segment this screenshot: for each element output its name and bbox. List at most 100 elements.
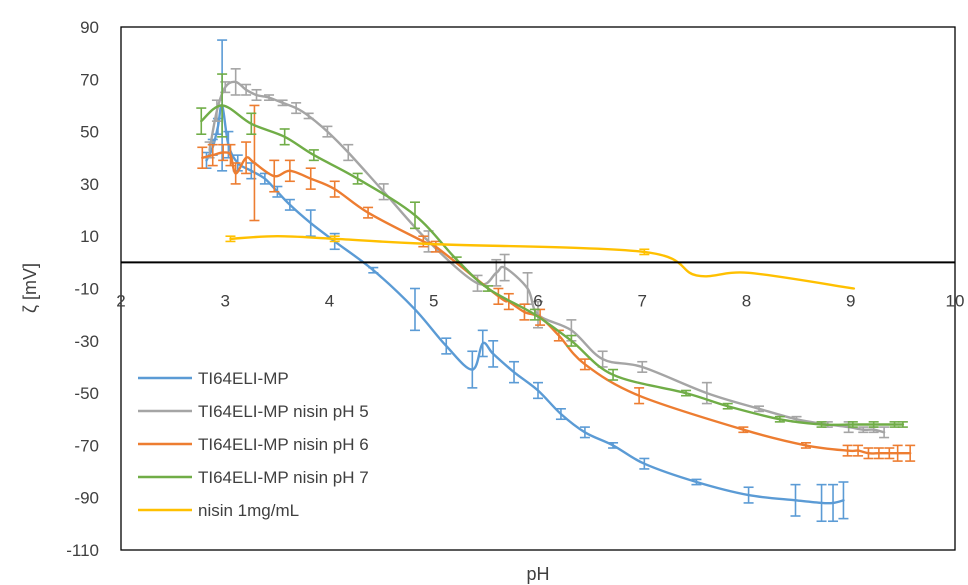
- error-bar: [196, 107, 207, 136]
- error-bar: [482, 285, 493, 292]
- legend: TI64ELI-MP TI64ELI-MP nisin pH 5 TI64ELI-M…: [138, 369, 369, 520]
- error-bar: [368, 266, 379, 274]
- error-bar: [863, 447, 874, 460]
- error-bar: [691, 478, 702, 486]
- series-line: [208, 80, 886, 434]
- y-tick-label: 70: [80, 70, 99, 89]
- x-tick-label: 9: [846, 291, 855, 310]
- error-bar: [441, 337, 452, 355]
- error-bar: [217, 73, 228, 138]
- error-bar: [889, 421, 900, 428]
- error-bar: [269, 159, 280, 193]
- error-bar: [828, 483, 839, 523]
- error-bar: [197, 146, 208, 170]
- error-bar: [681, 389, 692, 397]
- error-bar: [743, 486, 754, 504]
- y-tick-label: -10: [74, 280, 99, 299]
- y-tick-label: 50: [80, 123, 99, 142]
- error-bar: [529, 308, 540, 321]
- x-tick-label: 6: [533, 291, 542, 310]
- series-line: [229, 235, 856, 290]
- series-group: [197, 104, 916, 462]
- error-bar: [774, 415, 785, 423]
- legend-label: TI64ELI-MP: [198, 369, 289, 388]
- x-tick-labels: 2 3 4 5 6 7 8 9 10: [116, 291, 964, 310]
- x-tick-label: 7: [638, 291, 647, 310]
- x-tick-label: 3: [221, 291, 230, 310]
- error-bar: [790, 483, 801, 517]
- error-bar: [418, 235, 429, 248]
- y-tick-labels: -110 -90 -70 -50 -30 -10 10 30 50 70 90: [66, 18, 99, 560]
- error-bar: [207, 143, 218, 167]
- series-line: [200, 104, 905, 427]
- error-bar: [329, 235, 340, 243]
- error-bar: [608, 368, 619, 381]
- legend-item: TI64ELI-MP nisin pH 6: [138, 435, 369, 454]
- error-bar: [555, 407, 566, 421]
- error-bar: [533, 381, 543, 400]
- error-bar: [305, 167, 316, 190]
- y-axis-title: ζ [mV]: [20, 263, 40, 313]
- legend-item: nisin 1mg/mL: [138, 501, 299, 520]
- error-bar: [579, 358, 590, 371]
- error-bar: [284, 198, 295, 211]
- error-bar: [499, 253, 510, 282]
- error-bar: [409, 287, 420, 332]
- y-tick-label: -50: [74, 384, 99, 403]
- error-bar: [303, 112, 314, 120]
- error-bar: [488, 339, 499, 368]
- error-bar: [363, 206, 374, 219]
- error-bar: [853, 444, 864, 457]
- y-tick-label: 90: [80, 18, 99, 37]
- error-bar: [639, 457, 650, 470]
- error-bar: [884, 447, 895, 460]
- error-bar: [279, 128, 290, 146]
- error-bar: [722, 402, 733, 410]
- error-bar: [905, 444, 916, 462]
- error-bar: [477, 329, 488, 358]
- error-bar: [493, 287, 504, 305]
- error-bar: [579, 426, 590, 439]
- x-axis-title: pH: [526, 564, 549, 584]
- error-bar: [322, 125, 333, 138]
- error-bar: [639, 248, 650, 256]
- x-tick-label: 4: [325, 291, 334, 310]
- error-bar: [879, 426, 890, 439]
- error-bar: [352, 172, 363, 185]
- error-bar: [467, 350, 478, 389]
- error-bar: [264, 94, 275, 102]
- y-tick-label: 10: [80, 227, 99, 246]
- error-bar: [211, 99, 222, 122]
- error-bar: [251, 88, 262, 102]
- legend-label: TI64ELI-MP nisin pH 5: [198, 402, 369, 421]
- error-bar: [305, 209, 316, 237]
- error-bar: [308, 149, 319, 162]
- error-bar: [230, 68, 241, 96]
- error-bar: [634, 387, 645, 405]
- error-bar: [225, 143, 236, 167]
- error-bar: [277, 99, 288, 107]
- error-bar: [892, 444, 903, 462]
- series-group: [196, 73, 908, 428]
- series-group: [204, 68, 890, 439]
- x-tick-label: 2: [116, 291, 125, 310]
- error-bar: [225, 235, 236, 243]
- series-layer: [196, 39, 916, 523]
- error-bar: [608, 441, 619, 449]
- error-bar: [491, 258, 502, 287]
- error-bar: [816, 421, 827, 428]
- error-bar: [241, 83, 252, 96]
- error-bar: [246, 112, 257, 136]
- error-bar: [838, 481, 849, 520]
- series-group: [225, 235, 856, 290]
- error-bar: [343, 143, 354, 162]
- error-bar: [329, 180, 340, 198]
- error-bar: [847, 421, 858, 428]
- plot-area-frame: [120, 26, 956, 551]
- y-tick-label: 30: [80, 175, 99, 194]
- series-line: [205, 103, 845, 505]
- legend-item: TI64ELI-MP: [138, 369, 289, 388]
- error-bar: [597, 350, 608, 368]
- error-bar: [566, 334, 577, 347]
